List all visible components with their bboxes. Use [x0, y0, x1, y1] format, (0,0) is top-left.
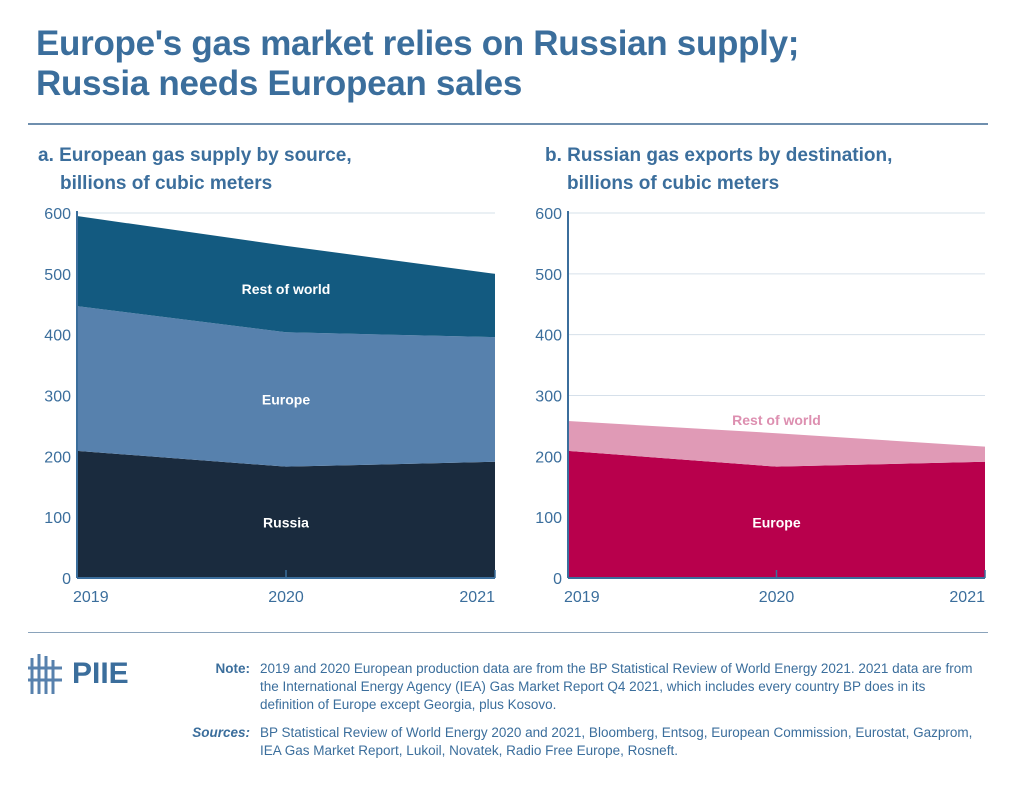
- sources-text: BP Statistical Review of World Energy 20…: [260, 725, 973, 758]
- piie-logo: PIIE: [26, 652, 129, 696]
- y-tick-label: 300: [535, 389, 562, 406]
- x-tick-label: 2020: [268, 589, 304, 606]
- y-tick-label: 400: [535, 328, 562, 345]
- note-text: 2019 and 2020 European production data a…: [260, 661, 973, 712]
- note-label: Note:: [215, 661, 251, 676]
- area-rest-of-world: [568, 421, 985, 467]
- page-title: Europe's gas market relies on Russian su…: [36, 24, 800, 103]
- sources-label: Sources:: [192, 725, 250, 740]
- building-icon: [28, 654, 62, 694]
- y-tick-label: 200: [44, 449, 71, 466]
- y-tick-label: 600: [535, 206, 562, 223]
- y-tick-label: 100: [535, 510, 562, 527]
- divider: [28, 632, 988, 633]
- y-tick-label: 300: [44, 389, 71, 406]
- x-tick-label: 2021: [949, 589, 985, 606]
- y-tick-label: 600: [44, 206, 71, 223]
- series-label: Rest of world: [732, 412, 821, 428]
- x-tick-label: 2019: [564, 589, 600, 606]
- y-tick-label: 500: [44, 267, 71, 284]
- y-tick-label: 200: [535, 449, 562, 466]
- chart-b-title: b. Russian gas exports by destination, b…: [545, 145, 893, 194]
- series-label: Russia: [263, 514, 309, 530]
- y-tick-label: 400: [44, 328, 71, 345]
- x-tick-label: 2020: [759, 589, 795, 606]
- series-label: Europe: [262, 391, 310, 407]
- x-tick-label: 2021: [459, 589, 495, 606]
- area-europe: [77, 306, 495, 467]
- series-label: Europe: [752, 514, 800, 530]
- y-tick-label: 500: [535, 267, 562, 284]
- charts: 0 100 200 300 400 500 600 Russia Europe Rest of w…: [44, 206, 986, 606]
- divider: [28, 123, 988, 125]
- y-tick-label: 0: [62, 571, 71, 588]
- x-tick-label: 2019: [73, 589, 109, 606]
- y-tick-label: 100: [44, 510, 71, 527]
- area-rest-of-world: [77, 216, 495, 338]
- chart-a-title: a. European gas supply by source, billio…: [38, 145, 352, 194]
- series-label: Rest of world: [242, 281, 331, 297]
- y-tick-label: 0: [553, 571, 562, 588]
- notes: Note: 2019 and 2020 European production …: [170, 660, 980, 770]
- area-europe: [568, 450, 985, 578]
- area-russia: [77, 450, 495, 578]
